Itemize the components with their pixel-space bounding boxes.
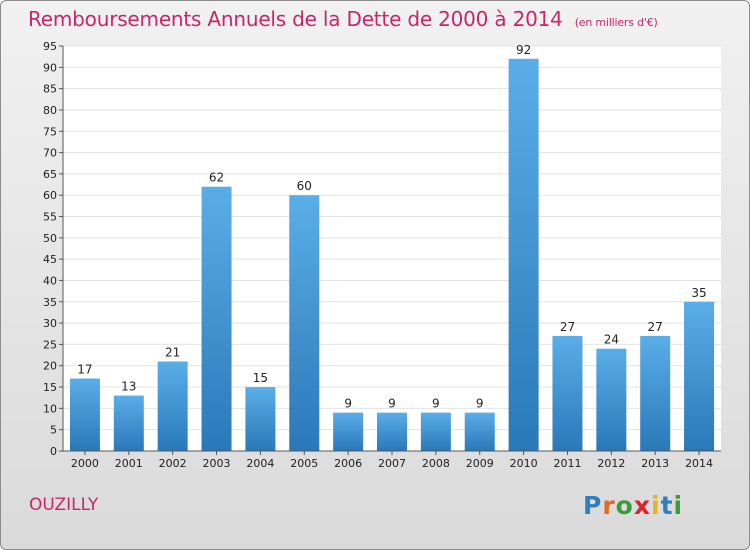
x-tick-label: 2012 xyxy=(597,457,625,470)
x-tick-label: 2010 xyxy=(510,457,538,470)
bar-value-label: 24 xyxy=(604,333,619,347)
bar-value-label: 9 xyxy=(388,397,396,411)
y-tick-label: 75 xyxy=(43,125,57,138)
bar xyxy=(464,412,495,451)
bar xyxy=(201,186,232,451)
brand-logo: Proxiti xyxy=(583,491,683,520)
bar-value-label: 13 xyxy=(121,380,136,394)
x-tick-label: 2007 xyxy=(378,457,406,470)
y-tick-label: 80 xyxy=(43,104,57,117)
y-tick-label: 40 xyxy=(43,274,57,287)
y-tick-label: 25 xyxy=(43,338,57,351)
bar xyxy=(640,335,671,451)
bar-value-label: 9 xyxy=(344,397,352,411)
logo-letter: i xyxy=(673,491,684,520)
y-tick-label: 85 xyxy=(43,83,57,96)
y-tick-label: 95 xyxy=(43,40,57,53)
bar xyxy=(245,387,276,451)
bar xyxy=(289,195,320,451)
y-tick-label: 35 xyxy=(43,296,57,309)
bar-value-label: 62 xyxy=(209,171,224,185)
y-tick-label: 15 xyxy=(43,381,57,394)
bar-value-label: 21 xyxy=(165,345,180,359)
bar xyxy=(113,395,144,451)
commune-name: OUZILLY xyxy=(29,495,99,515)
y-tick-label: 70 xyxy=(43,147,57,160)
x-tick-label: 2009 xyxy=(466,457,494,470)
y-tick-label: 60 xyxy=(43,189,57,202)
bar xyxy=(157,361,188,451)
bar-value-label: 15 xyxy=(253,371,268,385)
x-tick-label: 2005 xyxy=(290,457,318,470)
y-tick-label: 55 xyxy=(43,211,57,224)
x-tick-label: 2002 xyxy=(159,457,187,470)
x-tick-label: 2001 xyxy=(115,457,143,470)
logo-letter: x xyxy=(633,491,651,520)
bar xyxy=(684,301,715,451)
x-tick-label: 2011 xyxy=(553,457,581,470)
bar-value-label: 92 xyxy=(516,43,531,57)
x-tick-label: 2003 xyxy=(203,457,231,470)
bar xyxy=(508,58,539,451)
y-tick-label: 50 xyxy=(43,232,57,245)
bar-value-label: 9 xyxy=(432,397,440,411)
x-tick-label: 2006 xyxy=(334,457,362,470)
y-tick-label: 0 xyxy=(50,445,57,458)
bar xyxy=(596,348,627,451)
y-tick-label: 10 xyxy=(43,402,57,415)
logo-letter: t xyxy=(660,491,674,520)
y-tick-label: 5 xyxy=(50,424,57,437)
bar xyxy=(377,412,407,451)
logo-letter: r xyxy=(602,491,616,520)
logo-letter: P xyxy=(583,491,603,520)
x-tick-label: 2014 xyxy=(685,457,713,470)
y-tick-label: 45 xyxy=(43,253,57,266)
bar-value-label: 35 xyxy=(691,286,706,300)
y-tick-label: 30 xyxy=(43,317,57,330)
y-tick-label: 20 xyxy=(43,360,57,373)
y-tick-label: 90 xyxy=(43,61,57,74)
bar xyxy=(552,335,583,451)
chart-title: Remboursements Annuels de la Dette de 20… xyxy=(28,7,658,31)
x-tick-label: 2013 xyxy=(641,457,669,470)
bar-value-label: 60 xyxy=(297,179,312,193)
bar-value-label: 27 xyxy=(648,320,663,334)
logo-letter: i xyxy=(651,491,661,520)
bar xyxy=(333,412,364,451)
x-tick-label: 2004 xyxy=(246,457,274,470)
x-tick-label: 2008 xyxy=(422,457,450,470)
y-tick-label: 65 xyxy=(43,168,57,181)
bar xyxy=(69,378,100,451)
x-tick-label: 2000 xyxy=(71,457,99,470)
chart-title-text: Remboursements Annuels de la Dette de 20… xyxy=(28,7,563,31)
bar xyxy=(420,412,451,451)
bar-value-label: 17 xyxy=(77,363,92,377)
bar-value-label: 9 xyxy=(476,397,484,411)
logo-letter: o xyxy=(615,491,634,520)
chart-subtitle: (en milliers d'€) xyxy=(574,16,658,29)
bar-value-label: 27 xyxy=(560,320,575,334)
